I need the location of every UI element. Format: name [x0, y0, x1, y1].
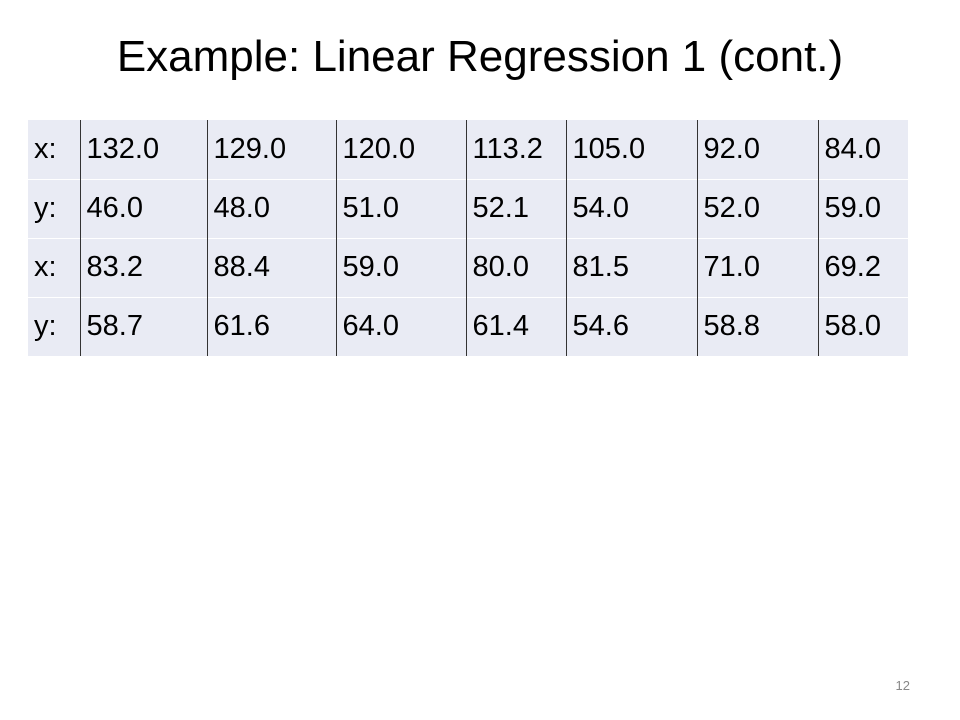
- table-cell: 59.0: [335, 237, 466, 297]
- table-cell: 105.0: [565, 120, 697, 179]
- row-label: y:: [28, 296, 80, 356]
- table-cell: 84.0: [817, 120, 908, 179]
- table-cell: 54.0: [565, 178, 697, 238]
- table-cell: 58.7: [79, 296, 207, 356]
- table-cell: 61.6: [206, 296, 336, 356]
- table-cell: 81.5: [565, 237, 697, 297]
- table-cell: 71.0: [696, 237, 818, 297]
- table-cell: 51.0: [335, 178, 466, 238]
- table-cell: 64.0: [335, 296, 466, 356]
- table-cell: 61.4: [465, 296, 566, 356]
- table-cell: 46.0: [79, 178, 207, 238]
- table-cell: 58.0: [817, 296, 908, 356]
- table-cell: 92.0: [696, 120, 818, 179]
- slide-title: Example: Linear Regression 1 (cont.): [116, 32, 844, 81]
- table-cell: 80.0: [465, 237, 566, 297]
- table-cell: 132.0: [79, 120, 207, 179]
- table-cell: 120.0: [335, 120, 466, 179]
- table-row: y: 58.7 61.6 64.0 61.4 54.6 58.8 58.0: [28, 296, 908, 356]
- table-cell: 69.2: [817, 237, 908, 297]
- data-table: x: 132.0 129.0 120.0 113.2 105.0 92.0 84.0 y: 46.…: [28, 120, 908, 356]
- table-cell: 129.0: [206, 120, 336, 179]
- row-label: x:: [28, 237, 80, 297]
- table-cell: 54.6: [565, 296, 697, 356]
- table-cell: 59.0: [817, 178, 908, 238]
- table-cell: 52.1: [465, 178, 566, 238]
- row-label: y:: [28, 178, 80, 238]
- table-cell: 88.4: [206, 237, 336, 297]
- table-cell: 58.8: [696, 296, 818, 356]
- table-row: x: 83.2 88.4 59.0 80.0 81.5 71.0 69.2: [28, 237, 908, 297]
- table-cell: 48.0: [206, 178, 336, 238]
- table-cell: 52.0: [696, 178, 818, 238]
- table-cell: 83.2: [79, 237, 207, 297]
- table-row: y: 46.0 48.0 51.0 52.1 54.0 52.0 59.0: [28, 178, 908, 238]
- table-cell: 113.2: [465, 120, 566, 179]
- table-row: x: 132.0 129.0 120.0 113.2 105.0 92.0 84.0: [28, 120, 908, 179]
- page-number: 12: [895, 678, 910, 693]
- row-label: x:: [34, 132, 57, 165]
